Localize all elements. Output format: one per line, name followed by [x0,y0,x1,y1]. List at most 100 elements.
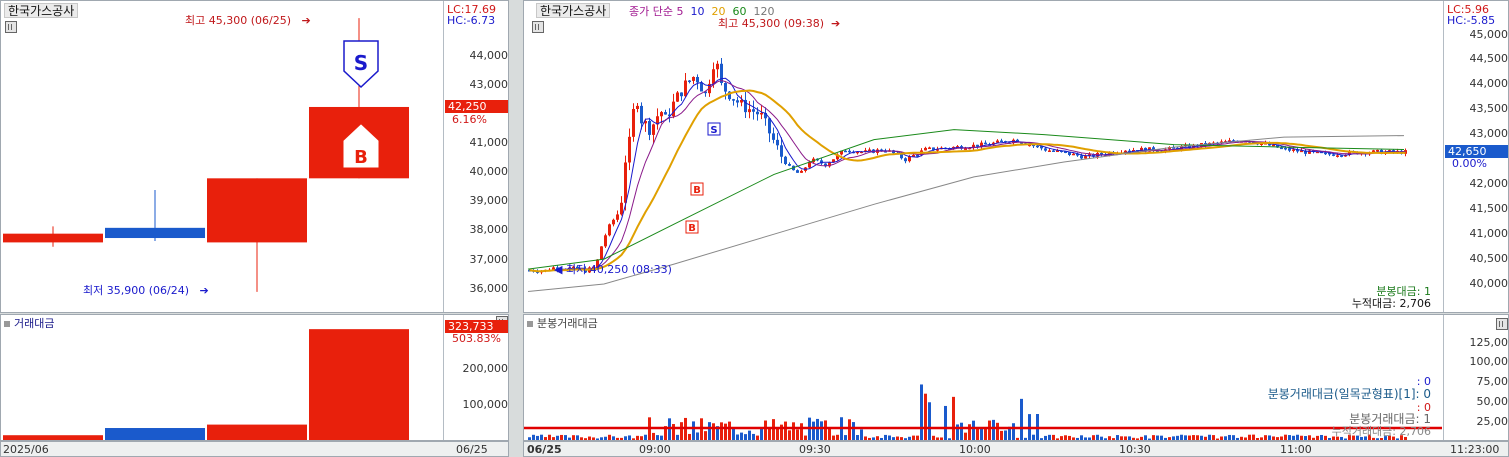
volume-bar [1128,436,1131,440]
left-volume-panel[interactable]: 거래대금 323,733 503.83% 200,000 100,000 [0,314,509,441]
left-volume-pct: 503.83% [452,332,501,345]
y-tick: 42,000 [1469,177,1509,190]
candle-body [908,156,911,162]
candle-body [824,163,827,167]
volume-bar [600,437,603,440]
volume-bar [856,435,859,440]
volume-bar [996,422,999,440]
candle-body [868,149,871,152]
candle-body [1076,153,1079,156]
volume-bar [712,423,715,440]
candle-body [1044,148,1047,151]
volume-bar [1284,434,1287,440]
y-tick: 36,000 [469,282,509,295]
volume-bar [1360,436,1363,440]
volume-bar [728,421,731,440]
volume-bar [1380,438,1383,440]
left-stock-name[interactable]: 한국가스공사 [4,3,79,18]
volume-bar [988,420,991,440]
vol-legend-2: 분봉거래대금(일목균형표)[1]: 0 [1267,387,1431,401]
right-stock-name[interactable]: 한국가스공사 [536,3,611,18]
candle-body [744,99,747,113]
volume-bar [1176,435,1179,440]
y-tick: 45,000 [1469,28,1509,41]
right-price-panel[interactable]: 한국가스공사 종가 단순 5 10 20 60 120 S B B 최고 45,30… [523,0,1509,313]
left-x-axis[interactable]: 2025/06 06/25 [0,441,509,457]
volume-bar [1084,437,1087,440]
right-volume-title-text: 분봉거래대금 [537,317,598,330]
volume-bar [1144,435,1147,440]
volume-bar [1212,435,1215,440]
volume-bar [1348,434,1351,440]
volume-bar [660,435,663,440]
left-volume-axis[interactable]: 323,733 503.83% 200,000 100,000 [443,315,508,440]
volume-bar [736,434,739,440]
candle-body [608,224,611,236]
bun-amount-label: 분봉대금: 1 [1376,285,1431,298]
volume-bar [920,384,923,440]
candle-body [732,99,735,101]
volume-bar [1168,437,1171,440]
volume-bar [684,417,687,440]
right-x-axis[interactable]: 06/25 09:00 09:30 10:00 10:30 11:00 11:2… [523,441,1509,457]
volume-bar [980,428,983,440]
volume-bar [556,435,559,440]
left-volume-title: 거래대금 [4,317,54,330]
volume-bar [1052,434,1055,440]
candle-body [1340,155,1343,157]
candle-body [736,100,739,103]
volume-bar [1268,435,1271,440]
volume-bar [1044,435,1047,440]
volume-bar [1208,434,1211,440]
volume-bar [768,427,771,440]
volume-bar [1272,436,1275,440]
left-price-axis[interactable]: LC:17.69 HC:-6.73 44,000 43,000 42,250 6… [443,1,509,312]
y-tick: 41,500 [1469,202,1509,215]
candle-body [636,105,639,109]
volume-bar [1092,435,1095,440]
left-hc-label: HC:-6.73 [447,14,496,27]
candle-body [928,147,931,149]
volume-bar [880,437,883,440]
volume-bar [1008,426,1011,440]
expand-icon[interactable] [1496,318,1508,330]
y-tick: 50,00 [1476,395,1509,408]
volume-bar [1124,436,1127,440]
ma-5-label: 5 [676,5,684,18]
volume-bar [652,432,655,440]
right-volume-panel[interactable]: 분봉거래대금 : 0 분봉거래대금(일목균형표)[1]: 0 : 0 분봉거래대… [523,314,1509,441]
volume-bar [1292,435,1295,440]
volume-bar [1148,438,1151,440]
volume-bar [784,421,787,440]
volume-bar [724,423,727,440]
cum-amount-label: 누적대금: 2,706 [1351,297,1431,310]
volume-bar [628,435,631,440]
candle-body [620,202,623,215]
grid-icon[interactable] [5,21,17,33]
x-tick: 06/25 [527,443,562,456]
volume-bar [820,421,823,440]
volume-bar [1276,437,1279,440]
candle-body [848,150,851,153]
ma-60-label: 60 [732,5,747,18]
right-volume-chart [524,384,1442,440]
candle-body [780,145,783,157]
candle-body [1292,149,1295,151]
right-low-note: ◀ 최저 40,250 (08:33) [554,263,672,276]
buy-marker-label: B [354,147,368,168]
sell-marker-shape [707,122,721,136]
x-tick: 09:30 [799,443,831,456]
right-volume-axis[interactable]: 125,00 100,00 75,00 50,00 25,00 [1443,315,1509,440]
volume-bar [848,419,851,440]
sell-marker-label: S [354,51,368,75]
candle-body [207,178,307,243]
bullet-icon [4,321,10,327]
right-price-axis[interactable]: LC:5.96 HC:-5.85 45,000 44,500 44,000 43… [1443,1,1509,312]
y-tick: 43,000 [1469,127,1509,140]
grid-icon[interactable] [532,21,544,33]
volume-bar [1224,436,1227,440]
buy-marker-shape [343,124,379,168]
vol-legend-5: 누적거래대금: 2,706 [1331,425,1431,438]
volume-bar [1260,437,1263,440]
